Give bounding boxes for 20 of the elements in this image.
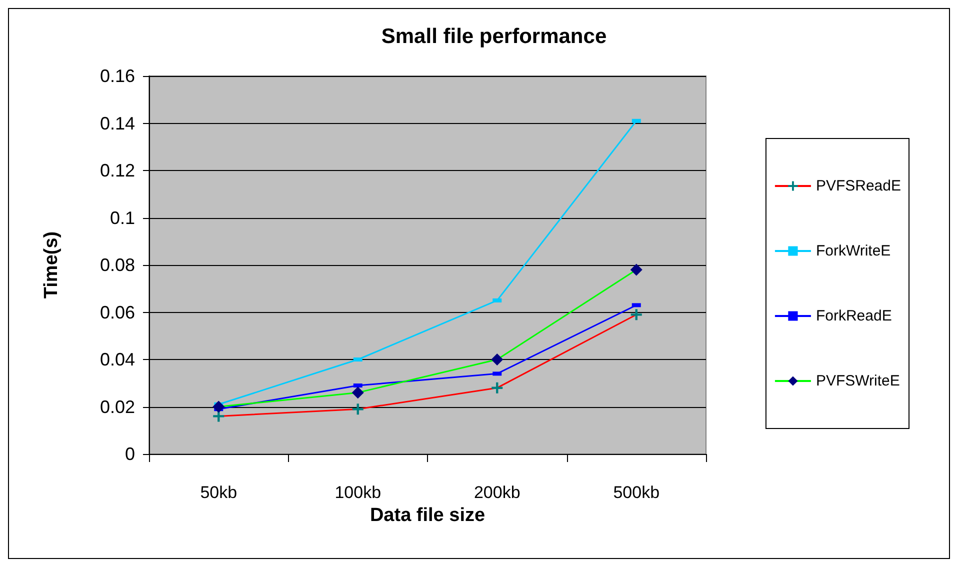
y-tick-label: 0.12 xyxy=(100,160,135,180)
legend-label: PVFSReadE xyxy=(816,178,902,194)
chart-title: Small file performance xyxy=(381,25,607,48)
y-tick-label: 0.16 xyxy=(100,66,135,86)
y-axis-title: Time(s) xyxy=(41,231,62,299)
y-tick-label: 0.04 xyxy=(100,350,135,370)
x-tick-label: 100kb xyxy=(334,483,382,502)
y-tick-label: 0.14 xyxy=(100,113,135,134)
y-tick-label: 0.06 xyxy=(100,302,135,322)
x-tick-label: 500kb xyxy=(613,483,660,502)
legend-label: ForkWriteE xyxy=(816,242,891,260)
y-tick-label: 0.08 xyxy=(100,255,135,275)
y-tick-label: 0.1 xyxy=(110,208,135,228)
legend-label: PVFSWriteE xyxy=(816,372,900,390)
legend-label: ForkReadE xyxy=(816,308,892,324)
x-tick-label: 50kb xyxy=(200,483,238,502)
x-tick-label: 200kb xyxy=(474,483,520,502)
x-axis-title: Data file size xyxy=(370,504,486,526)
y-tick-label: 0.02 xyxy=(100,396,135,417)
y-tick-label: 0 xyxy=(124,444,135,464)
